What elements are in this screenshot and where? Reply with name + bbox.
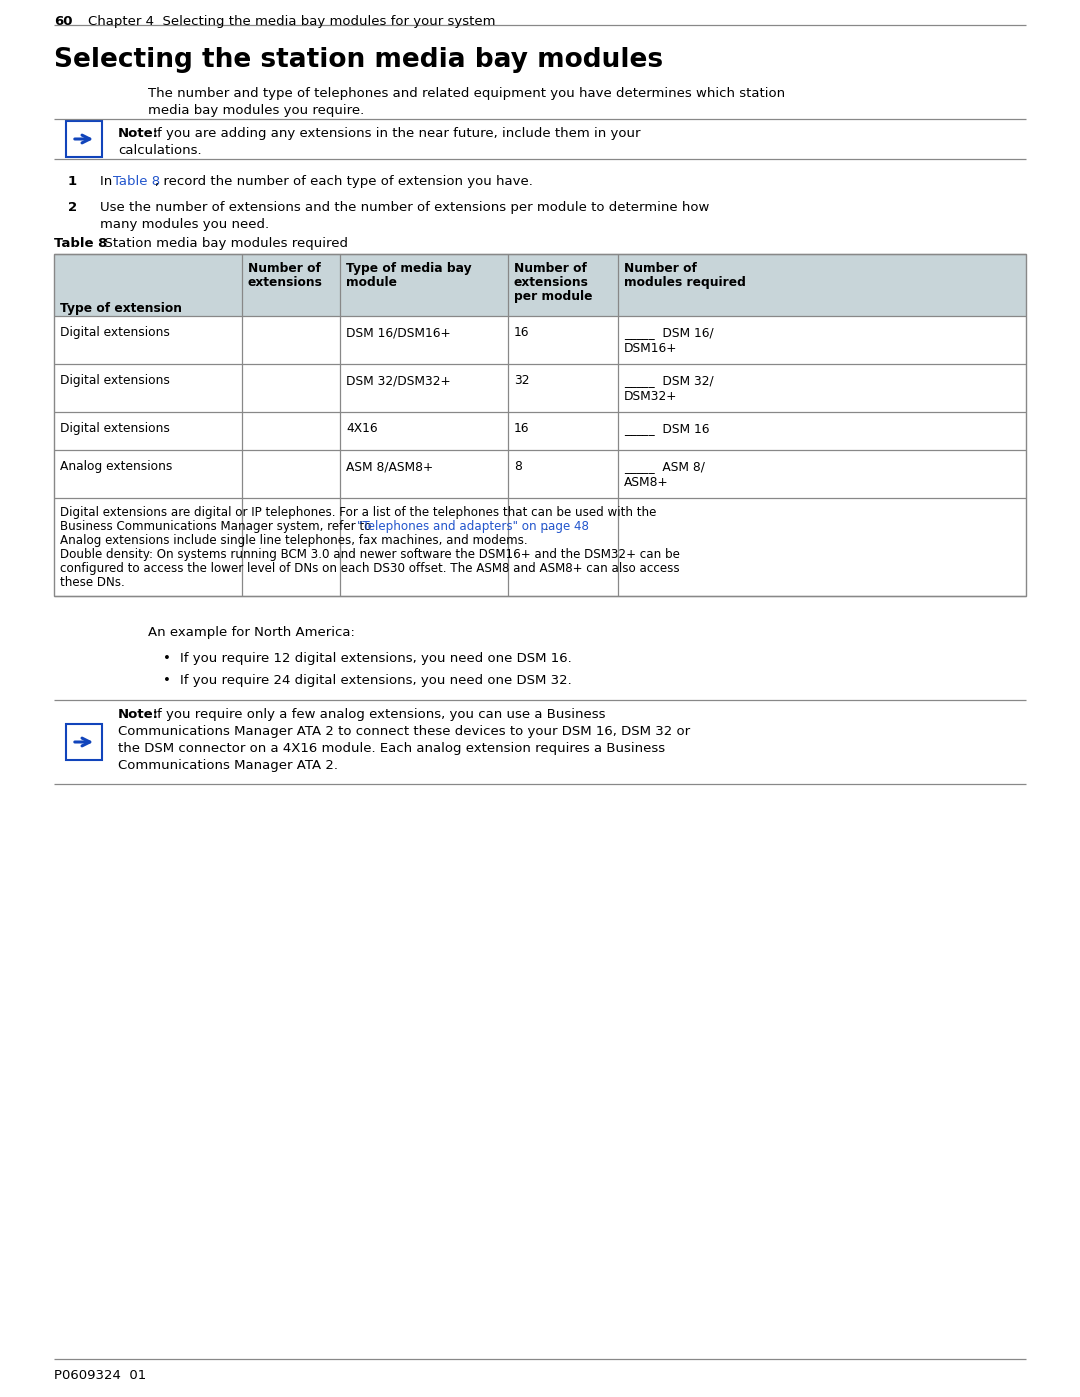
Text: Business Communications Manager system, refer to: Business Communications Manager system, … <box>60 520 375 534</box>
Bar <box>54 316 1026 597</box>
Text: DSM 16/DSM16+: DSM 16/DSM16+ <box>346 326 450 339</box>
Bar <box>66 724 102 760</box>
Text: If you require only a few analog extensions, you can use a Business: If you require only a few analog extensi… <box>149 708 606 721</box>
Text: _____  DSM 16/: _____ DSM 16/ <box>624 326 714 339</box>
Text: Number of: Number of <box>624 263 697 275</box>
Text: calculations.: calculations. <box>118 144 202 156</box>
Text: In: In <box>100 175 117 189</box>
Bar <box>66 122 102 156</box>
Text: Digital extensions: Digital extensions <box>60 374 170 387</box>
Text: 8: 8 <box>514 460 522 474</box>
Text: configured to access the lower level of DNs on each DS30 offset. The ASM8 and AS: configured to access the lower level of … <box>60 562 679 576</box>
Text: extensions: extensions <box>514 277 589 289</box>
Text: 32: 32 <box>514 374 529 387</box>
Text: Use the number of extensions and the number of extensions per module to determin: Use the number of extensions and the num… <box>100 201 710 214</box>
Text: DSM32+: DSM32+ <box>624 390 677 402</box>
Text: many modules you need.: many modules you need. <box>100 218 269 231</box>
Text: Number of: Number of <box>248 263 321 275</box>
Text: Type of media bay: Type of media bay <box>346 263 472 275</box>
Text: 60: 60 <box>54 15 72 28</box>
Text: Communications Manager ATA 2.: Communications Manager ATA 2. <box>118 759 338 773</box>
Text: Digital extensions are digital or IP telephones. For a list of the telephones th: Digital extensions are digital or IP tel… <box>60 506 657 520</box>
Text: If you require 24 digital extensions, you need one DSM 32.: If you require 24 digital extensions, yo… <box>180 673 571 687</box>
Text: Analog extensions include single line telephones, fax machines, and modems.: Analog extensions include single line te… <box>60 534 528 548</box>
Text: 16: 16 <box>514 422 529 434</box>
Text: Chapter 4  Selecting the media bay modules for your system: Chapter 4 Selecting the media bay module… <box>87 15 496 28</box>
Text: Station media bay modules required: Station media bay modules required <box>96 237 348 250</box>
Text: extensions: extensions <box>248 277 323 289</box>
Text: Table 8: Table 8 <box>54 237 107 250</box>
Text: Digital extensions: Digital extensions <box>60 326 170 339</box>
Text: _____  ASM 8/: _____ ASM 8/ <box>624 460 705 474</box>
Text: .: . <box>545 520 549 534</box>
Text: , record the number of each type of extension you have.: , record the number of each type of exte… <box>156 175 532 189</box>
Text: "Telephones and adapters" on page 48: "Telephones and adapters" on page 48 <box>357 520 589 534</box>
Text: If you require 12 digital extensions, you need one DSM 16.: If you require 12 digital extensions, yo… <box>180 652 571 665</box>
Text: Note:: Note: <box>118 708 159 721</box>
Text: P0609324  01: P0609324 01 <box>54 1369 146 1382</box>
Bar <box>54 254 1026 316</box>
Bar <box>54 254 1026 597</box>
Text: •: • <box>163 652 171 665</box>
Text: Type of extension: Type of extension <box>60 302 183 314</box>
Text: Selecting the station media bay modules: Selecting the station media bay modules <box>54 47 663 73</box>
Text: _____  DSM 32/: _____ DSM 32/ <box>624 374 714 387</box>
Text: 16: 16 <box>514 326 529 339</box>
Text: An example for North America:: An example for North America: <box>148 626 355 638</box>
Text: 1: 1 <box>68 175 77 189</box>
Text: Digital extensions: Digital extensions <box>60 422 170 434</box>
Text: Note:: Note: <box>118 127 159 140</box>
Text: The number and type of telephones and related equipment you have determines whic: The number and type of telephones and re… <box>148 87 785 101</box>
Text: DSM 32/DSM32+: DSM 32/DSM32+ <box>346 374 450 387</box>
Text: 4X16: 4X16 <box>346 422 378 434</box>
Text: •: • <box>163 673 171 687</box>
Text: ASM8+: ASM8+ <box>624 476 669 489</box>
Text: If you are adding any extensions in the near future, include them in your: If you are adding any extensions in the … <box>149 127 640 140</box>
Text: module: module <box>346 277 397 289</box>
Text: these DNs.: these DNs. <box>60 576 125 590</box>
Text: Communications Manager ATA 2 to connect these devices to your DSM 16, DSM 32 or: Communications Manager ATA 2 to connect … <box>118 725 690 738</box>
Text: the DSM connector on a 4X16 module. Each analog extension requires a Business: the DSM connector on a 4X16 module. Each… <box>118 742 665 754</box>
Text: Double density: On systems running BCM 3.0 and newer software the DSM16+ and the: Double density: On systems running BCM 3… <box>60 548 680 562</box>
Text: DSM16+: DSM16+ <box>624 342 677 355</box>
Text: _____  DSM 16: _____ DSM 16 <box>624 422 710 434</box>
Text: per module: per module <box>514 291 593 303</box>
Text: ASM 8/ASM8+: ASM 8/ASM8+ <box>346 460 433 474</box>
Text: Analog extensions: Analog extensions <box>60 460 173 474</box>
Text: Number of: Number of <box>514 263 586 275</box>
Text: media bay modules you require.: media bay modules you require. <box>148 103 364 117</box>
Text: Table 8: Table 8 <box>113 175 160 189</box>
Text: 2: 2 <box>68 201 77 214</box>
Text: modules required: modules required <box>624 277 746 289</box>
